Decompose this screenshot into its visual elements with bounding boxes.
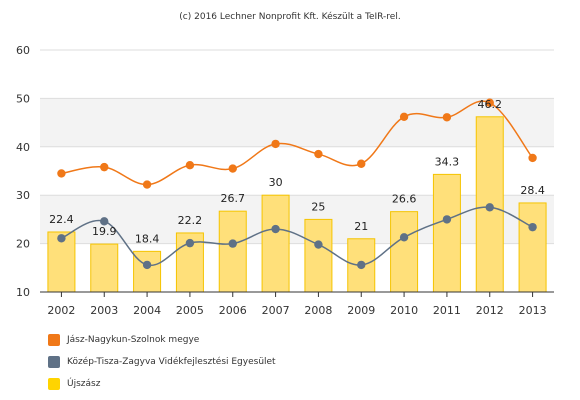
- x-tick-label: 2011: [433, 304, 461, 317]
- association-point: [399, 233, 409, 242]
- bar-data-label: 26.6: [392, 193, 417, 206]
- bar-data-label: 21: [354, 220, 368, 233]
- bar: [133, 250, 162, 293]
- bar-data-label: 46.2: [478, 98, 503, 111]
- association-point: [100, 217, 109, 226]
- county-point: [528, 153, 537, 163]
- county-point: [399, 112, 409, 121]
- county-point: [228, 164, 237, 173]
- grid-band: [40, 195, 554, 244]
- association-point: [528, 222, 537, 232]
- x-tick-label: 2009: [347, 304, 375, 317]
- county-point: [142, 180, 152, 189]
- bar: [90, 243, 119, 293]
- legend-label-ujszasz: Újszász: [67, 379, 101, 389]
- bar-data-label: 34.3: [435, 155, 460, 168]
- county-point: [314, 149, 323, 159]
- x-tick-label: 2007: [262, 304, 290, 317]
- association-point: [271, 224, 280, 234]
- chart: 22.4 19.9 18.4 22.2 26.7 30 25 21 26.6 34.3 46.2 28…: [16, 44, 554, 317]
- bar: [390, 211, 419, 293]
- legend-swatch-county: [48, 334, 60, 346]
- plot-band: [40, 50, 554, 292]
- legend-item-county[interactable]: Jász-Nagykun-Szolnok megye: [48, 333, 276, 347]
- bar-data-label: 22.4: [49, 213, 74, 226]
- county-point: [185, 160, 195, 170]
- bar-data-label: 30: [269, 176, 283, 189]
- x-tick-label: 2003: [90, 304, 118, 317]
- association-point: [142, 260, 152, 270]
- bar-data-label: 26.7: [221, 192, 246, 205]
- bar: [518, 202, 547, 293]
- y-tick-label: 60: [16, 44, 30, 57]
- bar-data-label: 19.9: [92, 225, 117, 238]
- county-point: [357, 159, 366, 168]
- x-tick-label: 2004: [133, 304, 161, 317]
- county-point: [485, 98, 494, 107]
- county-point: [271, 139, 280, 149]
- x-tick-label: 2005: [176, 304, 204, 317]
- legend-swatch-ujszasz: [48, 378, 60, 390]
- association-point: [442, 215, 452, 224]
- association-point: [314, 240, 323, 249]
- y-tick-label: 40: [16, 141, 30, 154]
- x-tick-label: 2006: [219, 304, 247, 317]
- legend: Jász-Nagykun-Szolnok megye Közép-Tisza-Z…: [48, 333, 276, 399]
- bar-data-label: 28.4: [520, 184, 545, 197]
- association-point: [485, 203, 494, 212]
- county-point: [100, 162, 109, 172]
- bar: [218, 210, 247, 293]
- county-point: [442, 113, 452, 122]
- legend-swatch-association: [48, 356, 60, 368]
- association-point: [357, 260, 366, 270]
- x-tick-label: 2002: [47, 304, 75, 317]
- legend-label-association: Közép-Tisza-Zagyva Vidékfejlesztési Egye…: [67, 357, 276, 367]
- x-tick-label: 2013: [519, 304, 547, 317]
- legend-item-ujszasz[interactable]: Újszász: [48, 377, 276, 391]
- y-tick-label: 30: [16, 189, 30, 202]
- y-tick-label: 20: [16, 238, 30, 251]
- y-tick-label: 10: [16, 286, 30, 299]
- bar: [261, 194, 290, 293]
- bar-data-label: 18.4: [135, 232, 160, 245]
- y-tick-label: 50: [16, 92, 30, 105]
- association-point: [185, 238, 195, 248]
- bar-data-label: 25: [311, 200, 325, 213]
- legend-label-county: Jász-Nagykun-Szolnok megye: [67, 335, 200, 345]
- legend-item-association[interactable]: Közép-Tisza-Zagyva Vidékfejlesztési Egye…: [48, 355, 276, 369]
- bar-data-label: 22.2: [178, 214, 203, 227]
- association-point: [57, 234, 66, 243]
- x-tick-label: 2012: [476, 304, 504, 317]
- x-tick-label: 2010: [390, 304, 418, 317]
- association-point: [228, 239, 237, 248]
- county-point: [57, 169, 66, 178]
- x-tick-label: 2008: [304, 304, 332, 317]
- chart-credit: (c) 2016 Lechner Nonprofit Kft. Készült …: [179, 12, 401, 22]
- bar: [432, 173, 461, 293]
- bar: [304, 218, 333, 293]
